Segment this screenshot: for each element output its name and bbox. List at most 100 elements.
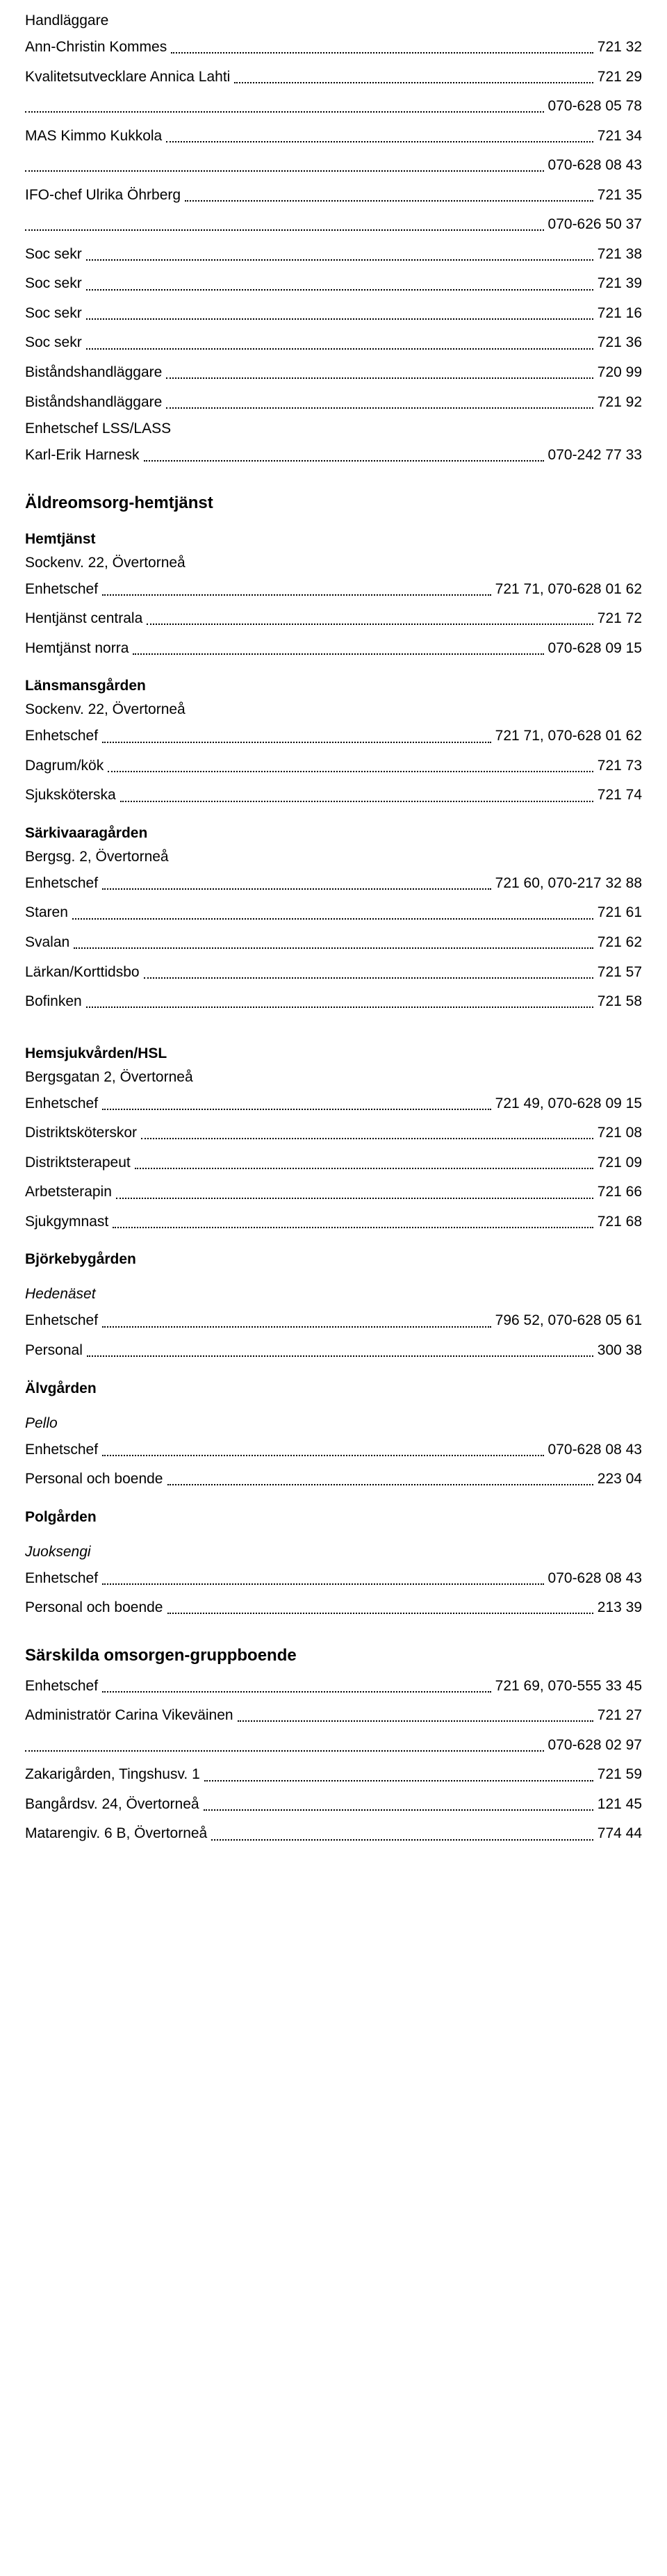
label: Handläggare [25, 13, 642, 29]
leader-dots [25, 1741, 544, 1756]
row-label: IFO-chef Ulrika Öhrberg [25, 184, 181, 207]
leader-dots [25, 162, 544, 177]
address-line: Bergsgatan 2, Övertorneå [25, 1069, 642, 1086]
leader-dots [166, 369, 593, 384]
row-label: Personal [25, 1339, 83, 1362]
row-value: 796 52, 070-628 05 61 [495, 1310, 642, 1332]
leader-dots [135, 1159, 593, 1174]
directory-row: IFO-chef Ulrika Öhrberg 721 35 [25, 184, 642, 207]
directory-row: Biståndshandläggare 721 92 [25, 391, 642, 414]
row-label: Bangårdsv. 24, Övertorneå [25, 1793, 199, 1816]
row-value: 070-242 77 33 [548, 444, 642, 467]
directory-row: Soc sekr 721 16 [25, 302, 642, 325]
row-value: 720 99 [598, 361, 642, 384]
directory-row: Kvalitetsutvecklare Annica Lahti 721 29 [25, 66, 642, 89]
row-value: 721 60, 070-217 32 88 [495, 872, 642, 895]
directory-row: Enhetschef 721 71, 070-628 01 62 [25, 578, 642, 601]
directory-row: Sjukgymnast 721 68 [25, 1211, 642, 1234]
row-value: 721 68 [598, 1211, 642, 1234]
leader-dots [144, 452, 544, 467]
directory-row: Biståndshandläggare 720 99 [25, 361, 642, 384]
row-value: 721 36 [598, 332, 642, 354]
row-label: MAS Kimmo Kukkola [25, 125, 162, 148]
leader-dots [102, 733, 491, 748]
row-value: 721 27 [598, 1704, 642, 1727]
row-value: 070-628 08 43 [548, 1439, 642, 1462]
directory-row: Svalan 721 62 [25, 931, 642, 954]
label: Enhetschef LSS/LASS [25, 421, 642, 437]
leader-dots [113, 1218, 593, 1233]
subheading-polgarden: Polgården [25, 1509, 642, 1526]
directory-row: Enhetschef 721 49, 070-628 09 15 [25, 1093, 642, 1116]
row-label: Kvalitetsutvecklare Annica Lahti [25, 66, 230, 89]
row-label: Enhetschef [25, 1675, 98, 1698]
leader-dots [167, 1476, 593, 1491]
row-value: 721 92 [598, 391, 642, 414]
directory-row: Enhetschef 721 71, 070-628 01 62 [25, 725, 642, 748]
row-label: Enhetschef [25, 872, 98, 895]
leader-dots [204, 1771, 593, 1786]
directory-row: 070-626 50 37 [25, 213, 642, 236]
row-label: Enhetschef [25, 578, 98, 601]
row-label: Biståndshandläggare [25, 391, 162, 414]
row-value: 721 72 [598, 608, 642, 630]
row-value: 721 57 [598, 961, 642, 984]
row-label: Bofinken [25, 991, 82, 1013]
row-label: Biståndshandläggare [25, 361, 162, 384]
subheading-lansmansgarden: Länsmansgården [25, 678, 642, 694]
row-label: Hentjänst centrala [25, 608, 142, 630]
directory-row: Bangårdsv. 24, Övertorneå 121 45 [25, 1793, 642, 1816]
row-value: 721 69, 070-555 33 45 [495, 1675, 642, 1698]
directory-row: Ann-Christin Kommes 721 32 [25, 36, 642, 59]
place-juoksengi: Juoksengi [25, 1544, 642, 1560]
row-label: Zakarigården, Tingshusv. 1 [25, 1763, 200, 1786]
row-label: Lärkan/Korttidsbo [25, 961, 140, 984]
directory-row: Soc sekr 721 38 [25, 243, 642, 266]
section-heading-aldreomsorg: Äldreomsorg-hemtjänst [25, 494, 642, 513]
row-value: 070-628 05 78 [548, 95, 642, 118]
directory-row: Distriktsterapeut 721 09 [25, 1152, 642, 1175]
leader-dots [102, 585, 491, 601]
subheading-hemtjanst: Hemtjänst [25, 531, 642, 548]
leader-dots [116, 1189, 593, 1204]
leader-dots [120, 792, 593, 807]
directory-row: Soc sekr 721 36 [25, 332, 642, 354]
leader-dots [238, 1712, 593, 1727]
row-label: Distriktsköterskor [25, 1122, 137, 1145]
row-label: Hemtjänst norra [25, 637, 129, 660]
row-value: 721 66 [598, 1181, 642, 1204]
row-value: 721 59 [598, 1763, 642, 1786]
address-line: Sockenv. 22, Övertorneå [25, 555, 642, 571]
place-hedenaset: Hedenäset [25, 1286, 642, 1303]
row-value: 721 34 [598, 125, 642, 148]
leader-dots [133, 644, 543, 660]
row-value: 070-628 02 97 [548, 1734, 642, 1757]
directory-row: Enhetschef 070-628 08 43 [25, 1439, 642, 1462]
row-value: 721 09 [598, 1152, 642, 1175]
address-line: Sockenv. 22, Övertorneå [25, 701, 642, 718]
leader-dots [204, 1800, 593, 1816]
leader-dots [86, 998, 593, 1013]
row-label: Matarengiv. 6 B, Övertorneå [25, 1823, 207, 1845]
directory-row: Arbetsterapin 721 66 [25, 1181, 642, 1204]
directory-row: Enhetschef 721 60, 070-217 32 88 [25, 872, 642, 895]
directory-row: 070-628 05 78 [25, 95, 642, 118]
leader-dots [144, 968, 593, 984]
row-value: 721 38 [598, 243, 642, 266]
row-value: 070-628 09 15 [548, 637, 642, 660]
directory-row: Bofinken 721 58 [25, 991, 642, 1013]
page: Handläggare Ann-Christin Kommes 721 32 K… [0, 0, 667, 1858]
row-label: Soc sekr [25, 332, 82, 354]
leader-dots [166, 398, 593, 414]
leader-dots [102, 1682, 491, 1697]
leader-dots [166, 132, 593, 147]
directory-row: Administratör Carina Vikeväinen 721 27 [25, 1704, 642, 1727]
row-label: Dagrum/kök [25, 755, 104, 778]
leader-dots [141, 1130, 593, 1145]
row-label: Karl-Erik Harnesk [25, 444, 140, 467]
directory-row: Hemtjänst norra 070-628 09 15 [25, 637, 642, 660]
section-top: Handläggare Ann-Christin Kommes 721 32 K… [25, 13, 642, 467]
directory-row: Dagrum/kök 721 73 [25, 755, 642, 778]
row-label: Enhetschef [25, 1310, 98, 1332]
row-value: 121 45 [598, 1793, 642, 1816]
